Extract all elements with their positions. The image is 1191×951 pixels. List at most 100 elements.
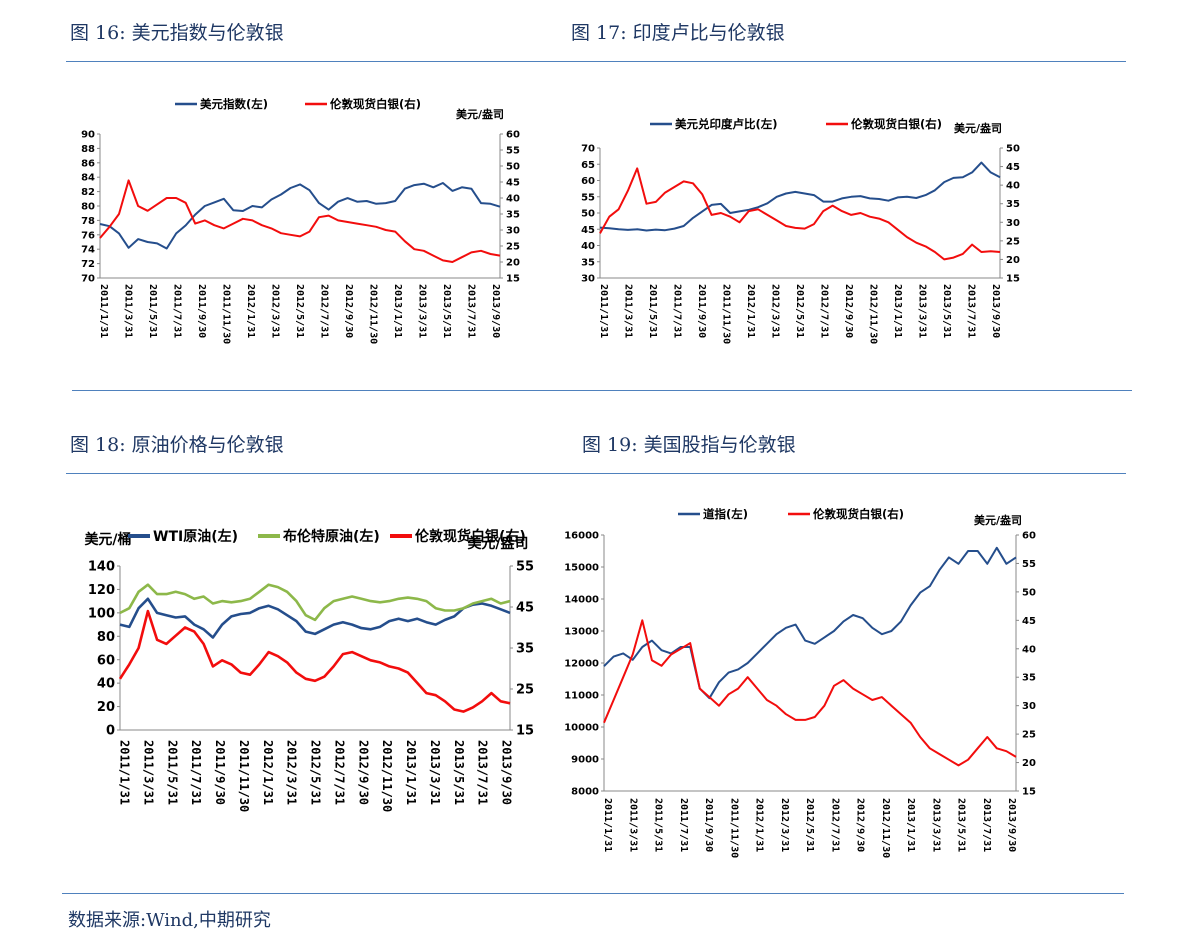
series-line <box>119 597 511 639</box>
right-axis-unit: 美元/盎司 <box>954 121 1002 135</box>
x-axis-tick-label: 2011/9/30 <box>703 798 714 852</box>
x-axis-tick-label: 2013/1/31 <box>892 284 903 338</box>
right-axis-tick-label: 40 <box>1006 181 1020 192</box>
left-axis-tick-label: 76 <box>81 230 95 241</box>
x-axis-tick-label: 2013/7/31 <box>476 740 490 805</box>
x-axis-tick-label: 2013/5/31 <box>441 284 452 338</box>
x-axis-tick-label: 2012/9/30 <box>343 284 354 338</box>
x-axis-tick-label: 2011/3/31 <box>627 798 638 852</box>
x-axis-tick-label: 2012/1/31 <box>745 284 756 338</box>
x-axis-tick-label: 2013/1/31 <box>392 284 403 338</box>
legend-label: 伦敦现货白银(右) <box>813 507 904 521</box>
x-axis-tick-label: 2012/9/30 <box>356 740 370 805</box>
x-axis-tick-label: 2011/7/31 <box>672 284 683 338</box>
x-axis-tick-label: 2013/5/31 <box>956 798 967 852</box>
x-axis-tick-label: 2011/9/30 <box>213 740 227 805</box>
x-axis-tick-label: 2012/1/31 <box>245 284 256 338</box>
figure-16-title: 图 16: 美元指数与伦敦银 <box>70 22 284 44</box>
left-axis-tick-label: 140 <box>88 560 115 575</box>
x-axis-tick-label: 2012/9/30 <box>843 284 854 338</box>
x-axis-tick-label: 2012/5/31 <box>794 284 805 338</box>
left-axis-tick-label: 0 <box>106 724 115 739</box>
left-axis-tick-label: 74 <box>81 245 95 256</box>
x-axis-tick-label: 2012/5/31 <box>294 284 305 338</box>
x-axis-tick-label: 2013/1/31 <box>905 798 916 852</box>
series-line <box>599 167 1001 261</box>
left-axis-tick-label: 9000 <box>571 755 599 766</box>
right-axis-tick-label: 45 <box>1006 162 1020 173</box>
left-axis-tick-label: 84 <box>81 173 95 184</box>
right-axis-tick-label: 35 <box>1022 673 1036 684</box>
left-axis-tick-label: 80 <box>97 630 115 645</box>
x-axis-tick-label: 2012/11/30 <box>880 798 891 858</box>
x-axis-tick-label: 2013/7/31 <box>966 284 977 338</box>
left-axis-tick-label: 8000 <box>571 787 599 798</box>
x-axis-tick-label: 2013/9/30 <box>500 740 514 805</box>
x-axis-tick-label: 2011/3/31 <box>623 284 634 338</box>
x-axis-tick-label: 2012/1/31 <box>261 740 275 805</box>
left-axis-tick-label: 20 <box>97 700 115 715</box>
right-axis-tick-label: 50 <box>1006 144 1020 155</box>
x-axis-tick-label: 2011/3/31 <box>123 284 134 338</box>
chart-figure-19-svg: 8000 9000 10000 11000 12000 13000 14000 15000 16… <box>564 507 1036 858</box>
x-axis-tick-label: 2012/9/30 <box>855 798 866 852</box>
left-axis-tick-label: 50 <box>581 209 595 220</box>
x-axis-tick-label: 2011/9/30 <box>696 284 707 338</box>
divider-top <box>66 61 1126 62</box>
x-axis-tick-label: 2011/1/31 <box>598 284 609 338</box>
series-line <box>603 619 1017 767</box>
left-axis-tick-label: 12000 <box>564 659 599 670</box>
left-axis-tick-label: 35 <box>581 257 595 268</box>
x-axis-tick-label: 2012/7/31 <box>829 798 840 852</box>
right-axis-tick-label: 15 <box>1022 787 1036 798</box>
x-axis-tick-label: 2013/3/31 <box>930 798 941 852</box>
x-axis-tick-label: 2011/7/31 <box>678 798 689 852</box>
x-axis-tick-label: 2011/1/31 <box>98 284 109 338</box>
x-axis-tick-label: 2011/11/30 <box>221 284 232 344</box>
chart-figure-16-svg: 70 72 74 76 78 80 82 84 86 88 90 15 20 25 30 35 40 45 50 55… <box>81 97 520 344</box>
series-line <box>599 161 1001 232</box>
left-axis-tick-label: 13000 <box>564 627 599 638</box>
x-axis-tick-label: 2012/7/31 <box>819 284 830 338</box>
x-axis-tick-label: 2012/3/31 <box>270 284 281 338</box>
right-axis-tick-label: 55 <box>1022 559 1036 570</box>
left-axis-tick-label: 72 <box>81 259 95 270</box>
left-axis-tick-label: 15000 <box>564 563 599 574</box>
x-axis-tick-label: 2012/1/31 <box>754 798 765 852</box>
chart-figure-18: 0 20 40 60 80 100 120 140 15 25 35 45 55 美元/盎司 美元/桶 201… <box>72 516 552 846</box>
x-axis-tick-label: 2012/3/31 <box>779 798 790 852</box>
series-line <box>603 546 1017 700</box>
right-axis-tick-label: 30 <box>1006 218 1020 229</box>
x-axis-tick-label: 2013/3/31 <box>417 284 428 338</box>
left-axis-tick-label: 120 <box>88 583 115 598</box>
x-axis-tick-label: 2013/9/30 <box>490 284 501 338</box>
right-axis-tick-label: 60 <box>506 130 520 141</box>
chart-figure-18-svg: 0 20 40 60 80 100 120 140 15 25 35 45 55 美元/盎司 美元/桶 201… <box>84 528 534 812</box>
x-axis-tick-label: 2012/11/30 <box>868 284 879 344</box>
x-axis-tick-label: 2013/9/30 <box>990 284 1001 338</box>
x-axis-tick-label: 2011/7/31 <box>172 284 183 338</box>
x-axis-tick-label: 2013/9/30 <box>1006 798 1017 852</box>
x-axis-tick-label: 2011/9/30 <box>196 284 207 338</box>
left-axis-tick-label: 65 <box>581 160 595 171</box>
legend-label: 伦敦现货白银(右) <box>851 117 942 131</box>
left-axis-tick-label: 10000 <box>564 723 599 734</box>
left-axis-tick-label: 11000 <box>564 691 599 702</box>
left-axis-tick-label: 78 <box>81 216 95 227</box>
x-axis-tick-label: 2012/7/31 <box>319 284 330 338</box>
figure-17-title: 图 17: 印度卢比与伦敦银 <box>571 22 785 44</box>
left-axis-tick-label: 30 <box>581 274 595 285</box>
right-axis-tick-label: 60 <box>1022 531 1036 542</box>
divider-upper-bottom <box>66 473 1126 474</box>
left-axis-tick-label: 55 <box>581 192 595 203</box>
x-axis-tick-label: 2012/5/31 <box>804 798 815 852</box>
legend-label: 布伦特原油(左) <box>283 528 380 545</box>
x-axis-tick-label: 2013/7/31 <box>981 798 992 852</box>
legend-label: 道指(左) <box>703 507 748 521</box>
left-axis-tick-label: 86 <box>81 158 95 169</box>
chart-figure-17-svg: 30 35 40 45 50 55 60 65 70 15 20 25 30 35 40 45 50 美元/盎司 2… <box>581 117 1020 344</box>
left-axis-tick-label: 82 <box>81 187 95 198</box>
x-axis-tick-label: 2011/11/30 <box>728 798 739 858</box>
right-axis-tick-label: 30 <box>1022 701 1036 712</box>
series-line <box>119 583 511 622</box>
